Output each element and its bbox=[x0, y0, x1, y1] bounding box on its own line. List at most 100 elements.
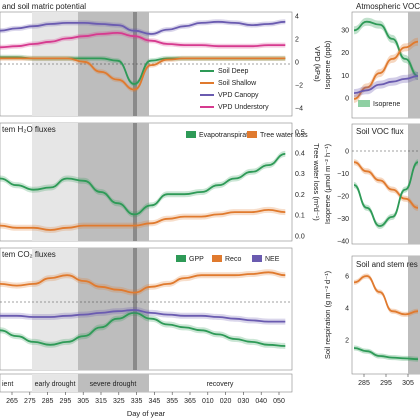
series-band-e-series-2 bbox=[354, 72, 418, 98]
panel-b-shade-severe bbox=[78, 123, 149, 241]
x-tick-label-14: 040 bbox=[255, 398, 267, 405]
panel-b-shade-early bbox=[32, 123, 78, 241]
series-line-c-series-1 bbox=[0, 271, 286, 294]
y-tick-b-yticks-3: 0.2 bbox=[295, 192, 305, 199]
legend-swatch-b-1 bbox=[247, 131, 257, 138]
y-tick-e-yticks-0: 30 bbox=[341, 28, 349, 35]
panel-b-legend: Evapotranspiration Tree water loss bbox=[186, 131, 308, 139]
series-band-a-series-3 bbox=[0, 30, 286, 50]
x-tick-label-13: 030 bbox=[238, 398, 250, 405]
panel-e-shade bbox=[408, 12, 420, 118]
x-tick-label-3: 295 bbox=[60, 398, 72, 405]
phase-label-recovery: recovery bbox=[207, 381, 234, 388]
panel-c-shade-line bbox=[133, 248, 137, 370]
phase-bar: ient early drought severe drought recove… bbox=[0, 373, 293, 393]
x-tick-label-0: 265 bbox=[6, 398, 18, 405]
panel-b-shade-line bbox=[133, 123, 137, 241]
y-tick-f-yticks-3: −30 bbox=[337, 216, 349, 223]
y-tick-a-yticks-2: 0 bbox=[295, 60, 299, 67]
x-axis-label: Day of year bbox=[127, 409, 166, 418]
panel-a-legend: Soil Deep Soil Shallow VPD Canopy VPD Under… bbox=[200, 68, 269, 111]
legend-label-c-0: GPP bbox=[189, 256, 204, 263]
x-tick-label-1: 275 bbox=[24, 398, 36, 405]
series-line-a-series-2 bbox=[0, 20, 286, 35]
phase-label-ambient: ient bbox=[2, 381, 13, 388]
series-line-e-series-2 bbox=[353, 75, 419, 94]
panel-a-title: and soil matric potential bbox=[2, 2, 86, 11]
panel-a-shade-early bbox=[32, 12, 78, 116]
series-line-a-series-1 bbox=[0, 57, 286, 91]
legend-swatch-c-0 bbox=[176, 255, 186, 262]
x-tick-label-7: 335 bbox=[131, 398, 143, 405]
y-tick-e-yticks-3: 0 bbox=[345, 96, 349, 103]
legend-swatch-c-2 bbox=[252, 255, 262, 262]
y-tick-e-yticks-1: 20 bbox=[341, 50, 349, 57]
y-tick-f-yticks-0: 0 bbox=[345, 149, 349, 156]
x-axis: 265 275 285 295 305 315 325 335 345 355 365 010 020 0… bbox=[6, 392, 285, 405]
x-tick-label-2: 285 bbox=[42, 398, 54, 405]
x-tick-label-12: 020 bbox=[220, 398, 232, 405]
panel-e: Atmospheric VOC 30 20 10 0 Isoprene (ppb) I… bbox=[323, 2, 420, 119]
series-line-b-series-1 bbox=[0, 208, 286, 231]
y-tick-a-yticks-3: −2 bbox=[295, 83, 303, 90]
panel-c-legend: GPP Reco NEE bbox=[176, 255, 280, 263]
legend-label-a-legend-3: VPD Understory bbox=[218, 104, 269, 111]
y-tick-f-yticks-1: −10 bbox=[337, 171, 349, 178]
series-line-g-series-0 bbox=[353, 275, 419, 316]
y-tick-e-yticks-2: 10 bbox=[341, 73, 349, 80]
phase-early-bg bbox=[32, 374, 78, 392]
g-x-tick-label-2: 305 bbox=[402, 380, 414, 387]
x-tick-label-9: 355 bbox=[166, 398, 178, 405]
panel-a-ylabel: VPD (kPa) bbox=[313, 46, 322, 82]
phase-label-early: early drought bbox=[35, 381, 76, 388]
panel-g: Soil and stem res 6 4 2 285 295 305 Soil res… bbox=[323, 255, 420, 387]
legend-label-c-2: NEE bbox=[265, 256, 280, 263]
panel-f-title: Soil VOC flux bbox=[356, 127, 404, 136]
legend-label-a-legend-1: Soil Shallow bbox=[218, 80, 257, 87]
panel-e-ylabel: Isoprene (ppb) bbox=[323, 40, 332, 89]
panel-e-legend-swatch bbox=[358, 100, 370, 107]
x-tick-label-8: 345 bbox=[149, 398, 161, 405]
panel-g-ylabel: Soil respiration (g m⁻² d⁻¹) bbox=[323, 270, 332, 359]
legend-swatch-b-0 bbox=[186, 131, 196, 138]
phase-severe-bg bbox=[78, 374, 149, 392]
panel-f-ylabel: Isoprene (μmol m⁻² h⁻¹) bbox=[323, 143, 332, 224]
x-tick-label-4: 305 bbox=[77, 398, 89, 405]
series-line-e-series-1 bbox=[353, 40, 419, 100]
y-tick-b-yticks-4: 0.1 bbox=[295, 213, 305, 220]
x-tick-label-6: 325 bbox=[113, 398, 125, 405]
g-x-tick-label-0: 285 bbox=[358, 380, 370, 387]
panel-a: and soil matric potential Soil DeepSoil … bbox=[0, 2, 322, 117]
series-band-a-series-1 bbox=[0, 55, 286, 93]
panel-f-shade bbox=[408, 124, 420, 244]
y-tick-g-yticks-2: 2 bbox=[345, 338, 349, 345]
y-tick-a-yticks-0: 4 bbox=[295, 14, 299, 21]
panel-b-ylabel: Tree water loss (m³d⁻¹) bbox=[312, 143, 321, 221]
panel-g-title: Soil and stem res bbox=[356, 260, 418, 269]
panel-c-shade-early bbox=[32, 248, 78, 370]
y-tick-a-yticks-4: −4 bbox=[295, 106, 303, 113]
y-tick-b-yticks-1: 0.4 bbox=[295, 150, 305, 157]
series-line-f-series-1 bbox=[353, 161, 419, 227]
series-band-b-series-1 bbox=[0, 206, 286, 233]
panel-e-title: Atmospheric VOC bbox=[356, 2, 420, 11]
panel-b-title: tem H₂O fluxes bbox=[2, 125, 56, 134]
series-line-c-series-0 bbox=[0, 311, 286, 347]
legend-label-c-1: Reco bbox=[225, 256, 241, 263]
y-tick-g-yticks-0: 6 bbox=[345, 274, 349, 281]
y-tick-f-yticks-4: −40 bbox=[337, 239, 349, 246]
panel-a-shade-line bbox=[133, 12, 137, 116]
y-tick-b-yticks-2: 0.3 bbox=[295, 171, 305, 178]
y-tick-a-yticks-1: 2 bbox=[295, 37, 299, 44]
series-line-g-series-1 bbox=[353, 347, 419, 361]
legend-swatch-c-1 bbox=[212, 255, 222, 262]
legend-label-a-legend-2: VPD Canopy bbox=[218, 92, 259, 99]
legend-label-b-0: Evapotranspiration bbox=[199, 132, 257, 139]
series-line-a-series-3 bbox=[0, 31, 286, 49]
x-tick-label-10: 365 bbox=[184, 398, 196, 405]
series-line-c-series-2 bbox=[0, 309, 286, 323]
phase-label-severe: severe drought bbox=[90, 381, 137, 388]
series-line-e-series-0 bbox=[353, 20, 419, 77]
g-x-tick-label-1: 295 bbox=[380, 380, 392, 387]
y-tick-g-yticks-1: 4 bbox=[345, 306, 349, 313]
